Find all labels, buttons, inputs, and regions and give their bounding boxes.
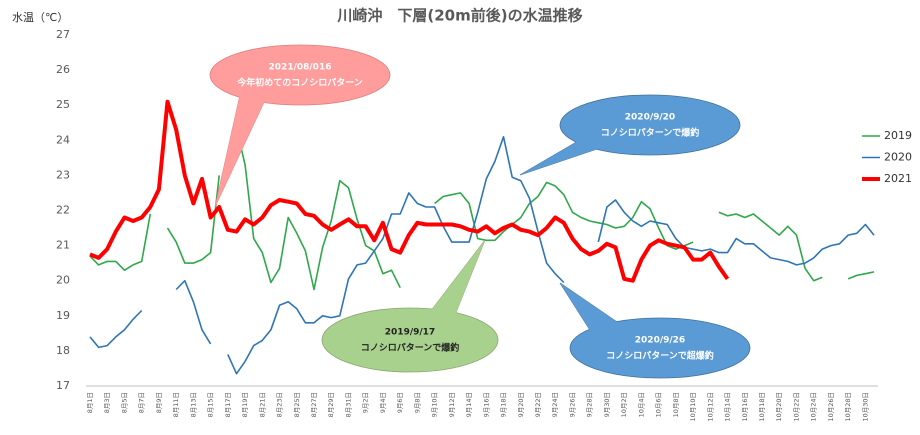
- x-tick-label: 10月2日: [620, 392, 628, 417]
- x-tick-label: 10月28日: [844, 392, 852, 422]
- series-line: [89, 99, 730, 283]
- x-tick-label: 8月19日: [241, 392, 249, 417]
- x-tick-label: 8月3日: [103, 392, 111, 413]
- legend-label: 2019: [884, 129, 912, 142]
- x-tick-label: 10月18日: [758, 392, 766, 422]
- callout-text: 2021/08/016: [269, 63, 332, 73]
- x-tick-label: 8月25日: [293, 392, 301, 417]
- callout: [559, 94, 741, 156]
- callout: [209, 44, 391, 106]
- legend-label: 2020: [884, 151, 912, 164]
- callout-text: コノシロパターンで爆釣: [361, 342, 460, 354]
- x-tick-label: 9月12日: [448, 392, 456, 417]
- x-tick-label: 9月14日: [465, 392, 473, 417]
- x-tick-label: 9月8日: [413, 392, 421, 413]
- x-tick-label: 10月16日: [741, 392, 749, 422]
- x-tick-label: 8月13日: [189, 392, 197, 417]
- series-line: [89, 136, 875, 375]
- y-tick-label: 26: [56, 63, 70, 76]
- x-tick-label: 8月23日: [276, 392, 284, 417]
- callout-text: 2019/9/17: [385, 328, 435, 338]
- x-tick-label: 8月21日: [258, 392, 266, 417]
- x-tick-label: 10月4日: [637, 392, 645, 417]
- x-tick-label: 10月26日: [827, 392, 835, 422]
- x-tick-label: 9月6日: [396, 392, 404, 413]
- y-tick-label: 19: [56, 309, 70, 322]
- x-tick-label: 10月8日: [672, 392, 680, 417]
- y-tick-label: 21: [56, 239, 70, 252]
- x-tick-label: 8月31日: [344, 392, 352, 417]
- x-tick-label: 8月11日: [172, 392, 180, 417]
- y-tick-label: 22: [56, 204, 70, 217]
- y-tick-label: 18: [56, 344, 70, 357]
- x-tick-label: 10月10日: [689, 392, 697, 422]
- callout-text: コノシロパターンで爆釣: [601, 127, 700, 139]
- y-tick-label: 20: [56, 274, 70, 287]
- y-tick-label: 25: [56, 98, 70, 111]
- y-tick-label: 17: [56, 379, 70, 392]
- y-axis-label: 水温（℃）: [12, 11, 68, 24]
- x-tick-label: 8月15日: [207, 392, 215, 417]
- x-tick-label: 10月30日: [861, 392, 869, 422]
- x-tick-label: 9月26日: [568, 392, 576, 417]
- x-tick-label: 9月22日: [534, 392, 542, 417]
- series-line: [89, 127, 875, 291]
- x-tick-label: 8月27日: [310, 392, 318, 417]
- callout-text: 2020/9/20: [625, 113, 675, 123]
- x-tick-label: 9月4日: [379, 392, 387, 413]
- x-tick-label: 8月5日: [120, 392, 128, 413]
- x-tick-label: 9月30日: [603, 392, 611, 417]
- y-tick-label: 23: [56, 168, 70, 181]
- x-tick-label: 8月1日: [86, 392, 94, 413]
- legend-label: 2021: [884, 172, 912, 185]
- x-tick-label: 8月17日: [224, 392, 232, 417]
- x-tick-label: 10月24日: [810, 392, 818, 422]
- x-tick-label: 9月20日: [517, 392, 525, 417]
- x-tick-label: 8月7日: [138, 392, 146, 413]
- callout-tail-cover: [215, 95, 265, 207]
- x-tick-label: 10月6日: [655, 392, 663, 417]
- callout-text: コノシロパターンで超爆釣: [606, 350, 714, 362]
- callout-text: 2020/9/26: [635, 336, 685, 346]
- x-tick-label: 10月22日: [792, 392, 800, 422]
- x-tick-label: 8月9日: [155, 392, 163, 413]
- x-tick-label: 9月10日: [431, 392, 439, 417]
- x-tick-label: 8月29日: [327, 392, 335, 417]
- x-tick-label: 10月12日: [706, 392, 714, 422]
- x-tick-label: 10月20日: [775, 392, 783, 422]
- x-tick-label: 10月14日: [724, 392, 732, 422]
- x-tick-label: 9月18日: [500, 392, 508, 417]
- y-tick-label: 24: [56, 133, 70, 146]
- x-tick-label: 9月2日: [362, 392, 370, 413]
- y-tick-label: 27: [56, 28, 70, 41]
- callout-tail-cover: [560, 283, 620, 330]
- x-tick-label: 9月24日: [551, 392, 559, 417]
- x-tick-label: 9月28日: [586, 392, 594, 417]
- callout: [569, 317, 751, 379]
- callout: [321, 307, 499, 373]
- callout-tail-cover: [520, 140, 600, 175]
- x-tick-label: 9月16日: [482, 392, 490, 417]
- chart-title: 川崎沖 下層(20m前後)の水温推移: [336, 7, 582, 25]
- callout-tail-cover: [430, 240, 485, 315]
- callout-text: 今年初めてのコノシロパターン: [236, 77, 363, 89]
